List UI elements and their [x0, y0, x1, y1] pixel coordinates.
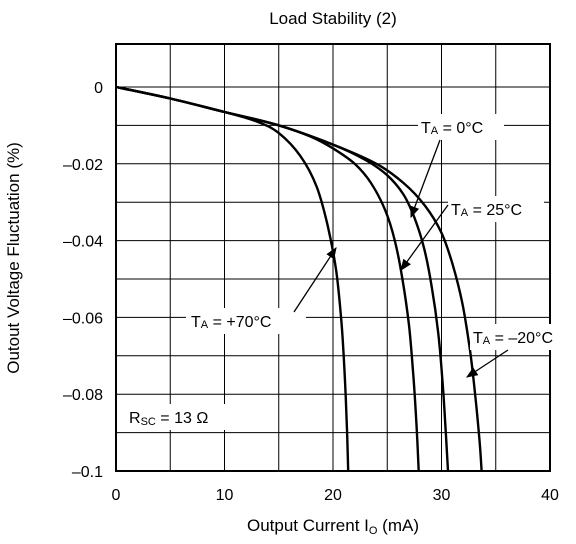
rsc-annotation: RSC = 13 Ω	[129, 410, 208, 428]
rsc-annotation-bg	[126, 404, 254, 430]
label-bg-m20c	[470, 324, 574, 350]
y-tick-labels: 0 –0.02 –0.04 –0.06 –0.08 –0.1	[63, 80, 103, 481]
x-tick-labels: 0 10 20 30 40	[112, 487, 559, 504]
y-tick-label: –0.02	[63, 157, 103, 174]
label-ta-70c: TA = +70°C	[191, 314, 271, 331]
leader-arrow-m20c	[466, 349, 509, 378]
label-bg-70c	[186, 308, 306, 334]
x-tick-label: 30	[433, 487, 451, 504]
label-bg-25c	[448, 196, 544, 222]
label-ta-25c: TA = 25°C	[451, 202, 522, 219]
x-tick-label: 0	[112, 487, 121, 504]
label-bg-0c	[418, 114, 504, 140]
label-ta-0c: TA = 0°C	[421, 120, 483, 137]
x-tick-label: 40	[541, 487, 559, 504]
y-tick-label: –0.04	[63, 234, 103, 251]
leader-arrow-25c	[400, 204, 449, 271]
x-axis-label: Output Current IO (mA)	[247, 516, 419, 537]
chart-title: Load Stability (2)	[269, 9, 397, 28]
label-ta-m20c: TA = –20°C	[473, 330, 553, 347]
plot-frame	[115, 43, 551, 472]
y-tick-label: –0.1	[72, 464, 103, 481]
y-tick-label: –0.06	[63, 310, 103, 327]
leader-arrow-70c	[293, 247, 337, 313]
x-tick-label: 10	[216, 487, 234, 504]
series-group	[115, 85, 483, 472]
series-line-3	[115, 85, 483, 472]
x-tick-label: 20	[324, 487, 342, 504]
leader-arrow-0c	[410, 139, 441, 219]
y-tick-label: 0	[94, 80, 103, 97]
y-tick-label: –0.08	[63, 387, 103, 404]
y-axis-label: Outout Voltage Fluctuation (%)	[4, 142, 23, 374]
